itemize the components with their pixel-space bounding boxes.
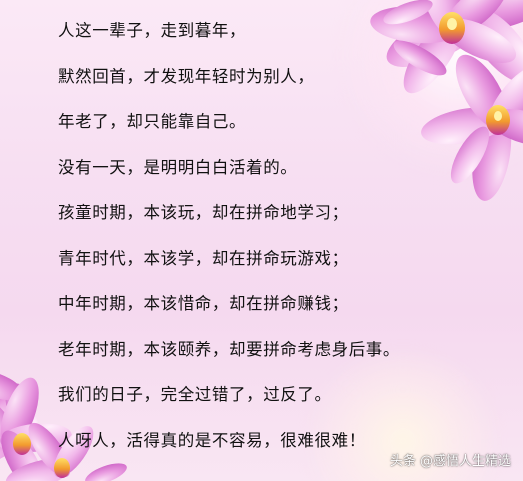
poem-line: 孩童时期，本该玩，却在拼命地学习；: [58, 203, 349, 222]
poem-line: 青年时代，本该学，却在拼命玩游戏；: [58, 248, 349, 268]
poem-line: 默然回首，才发现年轻时为别人，: [58, 66, 315, 86]
poem-text: 人这一辈子，走到暮年， 默然回首，才发现年轻时为别人， 年老了，却只能靠自己。 …: [58, 19, 400, 474]
poem-line: 没有一天，是明明白白活着的。: [58, 157, 298, 177]
orchid-top-right: [370, 0, 523, 201]
poem-line: 老年时期，本该颐养，却要拼命考虑身后事。: [58, 339, 400, 359]
source-watermark: 头条 @感悟人生精选: [389, 454, 511, 469]
poem-line: 人呀人，活得真的是不容易，很难很难！: [58, 430, 366, 450]
poem-line: 中年时期，本该惜命，却在拼命赚钱；: [58, 294, 349, 313]
poem-line: 我们的日子，完全过错了，过反了。: [58, 385, 332, 404]
poem-line: 人这一辈子，走到暮年，: [58, 21, 247, 40]
poem-line: 年老了，却只能靠自己。: [58, 112, 247, 131]
orchid-bottom-left: [0, 369, 127, 481]
